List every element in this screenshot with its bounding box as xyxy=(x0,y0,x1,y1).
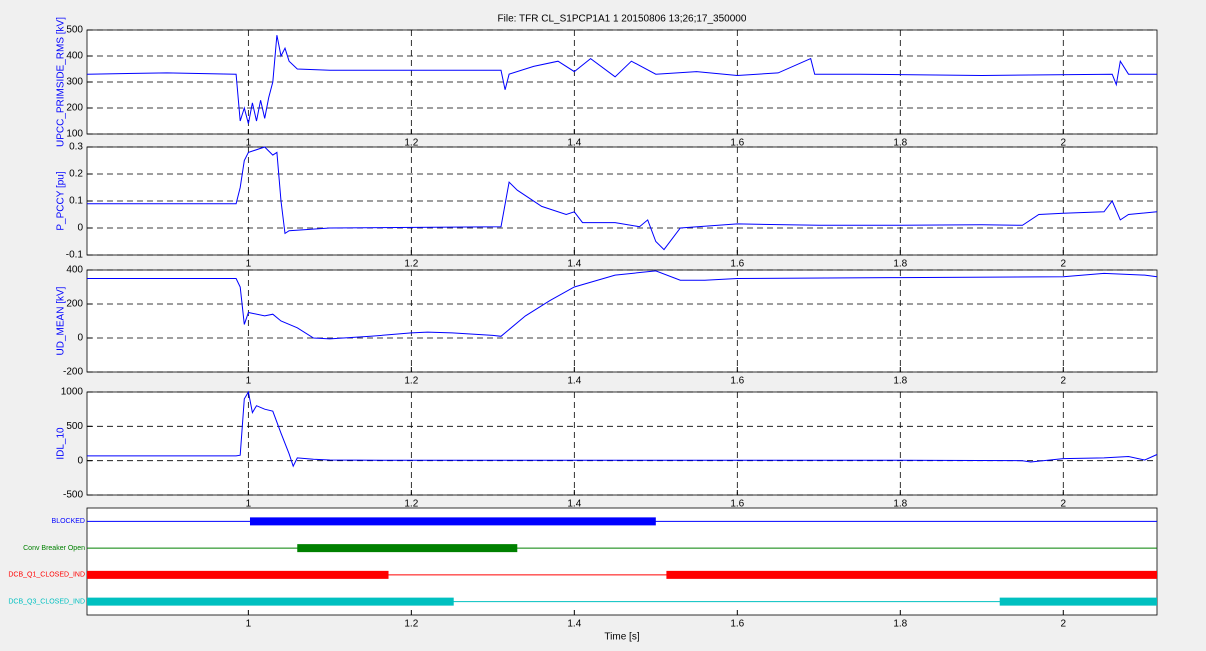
signal-high xyxy=(87,570,389,579)
x-tick-label: 2 xyxy=(1061,259,1067,270)
signal-line xyxy=(87,146,1158,251)
x-tick-label: 1 xyxy=(246,376,252,387)
y-tick-label: -0.1 xyxy=(66,250,84,261)
signal-label: BLOCKED xyxy=(52,518,85,525)
signal-high xyxy=(87,597,454,606)
y-tick-label: 0 xyxy=(77,223,83,234)
signal-high xyxy=(999,597,1157,606)
y-tick-label: 400 xyxy=(66,265,83,276)
x-tick-label: 1.4 xyxy=(567,259,581,270)
x-tick-label: 1 xyxy=(246,138,252,149)
signal-high xyxy=(297,544,518,553)
x-tick-label: 1.8 xyxy=(893,376,907,387)
y-tick-label: 100 xyxy=(66,129,83,140)
x-tick-label: 1 xyxy=(246,499,252,510)
y-tick-label: 200 xyxy=(66,103,83,114)
plot-area xyxy=(86,391,1158,496)
x-tick-label: 2 xyxy=(1061,499,1067,510)
x-tick-label: 1.2 xyxy=(404,259,418,270)
x-tick-label: 1.8 xyxy=(893,138,907,149)
x-tick-label: 1.2 xyxy=(404,499,418,510)
y-tick-label: 300 xyxy=(66,77,83,88)
x-axis-label: Time [s] xyxy=(604,632,639,643)
x-tick-label: 1.4 xyxy=(567,376,581,387)
y-tick-label: 0.1 xyxy=(69,196,83,207)
plot-area xyxy=(86,507,1158,616)
x-tick-label: 2 xyxy=(1061,376,1067,387)
y-tick-label: 0.2 xyxy=(69,169,83,180)
y-tick-label: 0 xyxy=(77,333,83,344)
signal-label: Conv Breaker Open xyxy=(23,545,85,552)
x-tick-label: 1.2 xyxy=(404,376,418,387)
x-tick-label: 1.4 xyxy=(567,138,581,149)
x-tick-label: 1 xyxy=(246,619,252,630)
y-axis-label: P_PCCY [pu] xyxy=(56,171,67,231)
x-tick-label: 1.6 xyxy=(730,259,744,270)
x-tick-label: 1.8 xyxy=(893,259,907,270)
y-axis-label: UD_MEAN [kV] xyxy=(56,286,67,355)
x-tick-label: 1 xyxy=(246,259,252,270)
x-tick-label: 1.2 xyxy=(404,619,418,630)
x-tick-label: 1.6 xyxy=(730,499,744,510)
y-tick-label: -200 xyxy=(63,367,83,378)
y-tick-label: 200 xyxy=(66,299,83,310)
x-tick-label: 1.4 xyxy=(567,619,581,630)
chart-title: File: TFR CL_S1PCP1A1 1 20150806 13;26;1… xyxy=(498,14,747,25)
signal-high xyxy=(249,517,656,526)
x-tick-label: 2 xyxy=(1061,619,1067,630)
signal-label: DCB_Q1_CLOSED_IND xyxy=(8,572,85,579)
signal-line xyxy=(87,270,1158,340)
signal-high xyxy=(666,570,1157,579)
x-tick-label: 2 xyxy=(1061,138,1067,149)
x-tick-label: 1.6 xyxy=(730,138,744,149)
signal-line xyxy=(87,390,1158,468)
y-tick-label: -500 xyxy=(63,490,83,501)
y-tick-label: 500 xyxy=(66,421,83,432)
y-axis-label: IDL_10 xyxy=(56,427,67,460)
x-tick-label: 1.6 xyxy=(730,376,744,387)
y-tick-label: 0.3 xyxy=(69,142,83,153)
signal-line xyxy=(86,35,1157,124)
y-tick-label: 1000 xyxy=(61,387,84,398)
x-tick-label: 1.4 xyxy=(567,499,581,510)
x-tick-label: 1.6 xyxy=(730,619,744,630)
y-tick-label: 400 xyxy=(66,51,83,62)
y-tick-label: 500 xyxy=(66,25,83,36)
x-tick-label: 1.2 xyxy=(404,138,418,149)
y-tick-label: 0 xyxy=(77,455,83,466)
x-tick-label: 1.8 xyxy=(893,499,907,510)
y-axis-label: UPCC_PRIMSIDE_RMS [kV] xyxy=(56,17,67,147)
signal-label: DCB_Q3_CLOSED_IND xyxy=(8,598,85,605)
x-tick-label: 1.8 xyxy=(893,619,907,630)
plot-area xyxy=(86,269,1158,373)
